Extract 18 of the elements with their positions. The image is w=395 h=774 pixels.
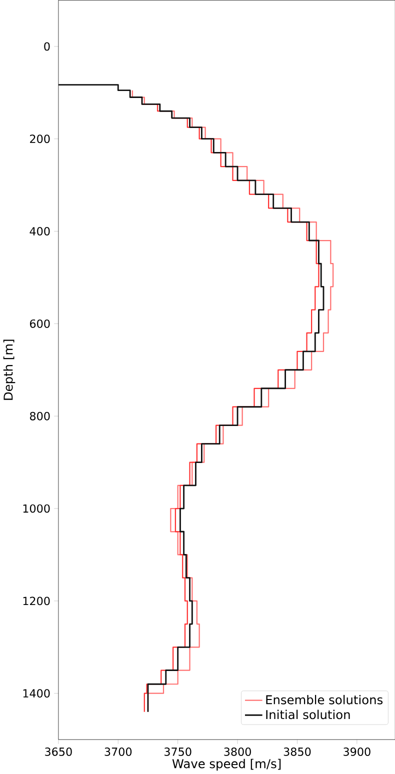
legend-label: Initial solution [266,710,350,720]
y-tick-label: 800 [30,412,50,420]
x-tick-label: 3900 [343,748,370,756]
y-tick-label: 200 [30,134,50,144]
y-tick-label: 600 [30,319,50,328]
y-tick-label: 1200 [23,596,50,606]
x-axis-title: Wave speed [m/s] [172,758,280,771]
y-axis-title: Depth [m] [3,340,15,400]
y-tick-label: 0 [44,42,50,51]
x-tick-label: 3750 [164,748,192,756]
x-tick-label: 3800 [224,748,251,756]
y-tick-label: 400 [30,227,50,236]
x-tick-label: 3700 [104,748,132,756]
x-tick-label: 3650 [44,748,72,756]
legend-label: Ensemble solutions [266,694,382,704]
y-tick-label: 1000 [23,504,50,513]
y-tick-label: 1400 [23,689,50,698]
x-tick-label: 3850 [284,748,310,756]
